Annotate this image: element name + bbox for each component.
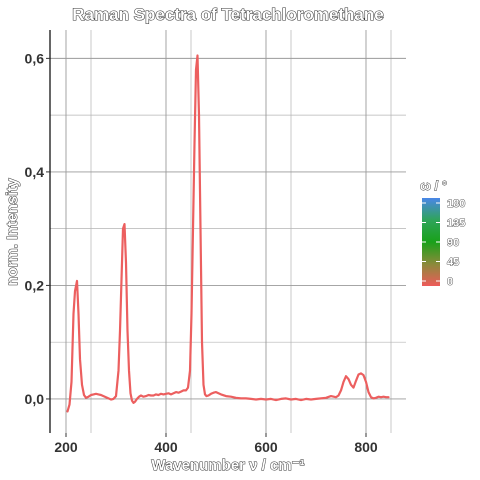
x-tick-label: 600 (254, 439, 278, 455)
chart-title: Raman Spectra of Tetrachloromethane (72, 5, 383, 24)
legend-colorbar (422, 198, 440, 286)
legend-label: 45 (447, 257, 459, 269)
y-tick-label: 0,6 (25, 50, 45, 66)
legend: ω / ° 180 135 90 45 0 (420, 178, 466, 289)
legend-label: 90 (447, 237, 459, 249)
x-axis-label: Wavenumber ν / cm⁻¹ (151, 457, 304, 474)
series-layer (66, 54, 390, 413)
x-tick-label: 800 (354, 439, 378, 455)
x-tick-label: 400 (154, 439, 178, 455)
grid-layer (50, 30, 406, 433)
legend-label: 180 (447, 198, 465, 210)
legend-label: 0 (447, 276, 453, 288)
y-tick-label: 0,4 (25, 164, 45, 180)
spectrum-line-0 (66, 54, 390, 413)
y-axis-label: norm. Intensity (4, 178, 21, 286)
axis-layer (46, 30, 367, 437)
legend-title: ω / ° (420, 178, 447, 193)
legend-labels: 180 135 90 45 0 (422, 198, 466, 288)
legend-label: 135 (447, 218, 465, 230)
x-tick-label: 200 (54, 439, 78, 455)
y-tick-label: 0,2 (25, 277, 45, 293)
tick-label-layer: 200 400 600 800 0,0 0,2 0,4 0,6 (25, 50, 378, 455)
y-tick-label: 0,0 (25, 391, 45, 407)
